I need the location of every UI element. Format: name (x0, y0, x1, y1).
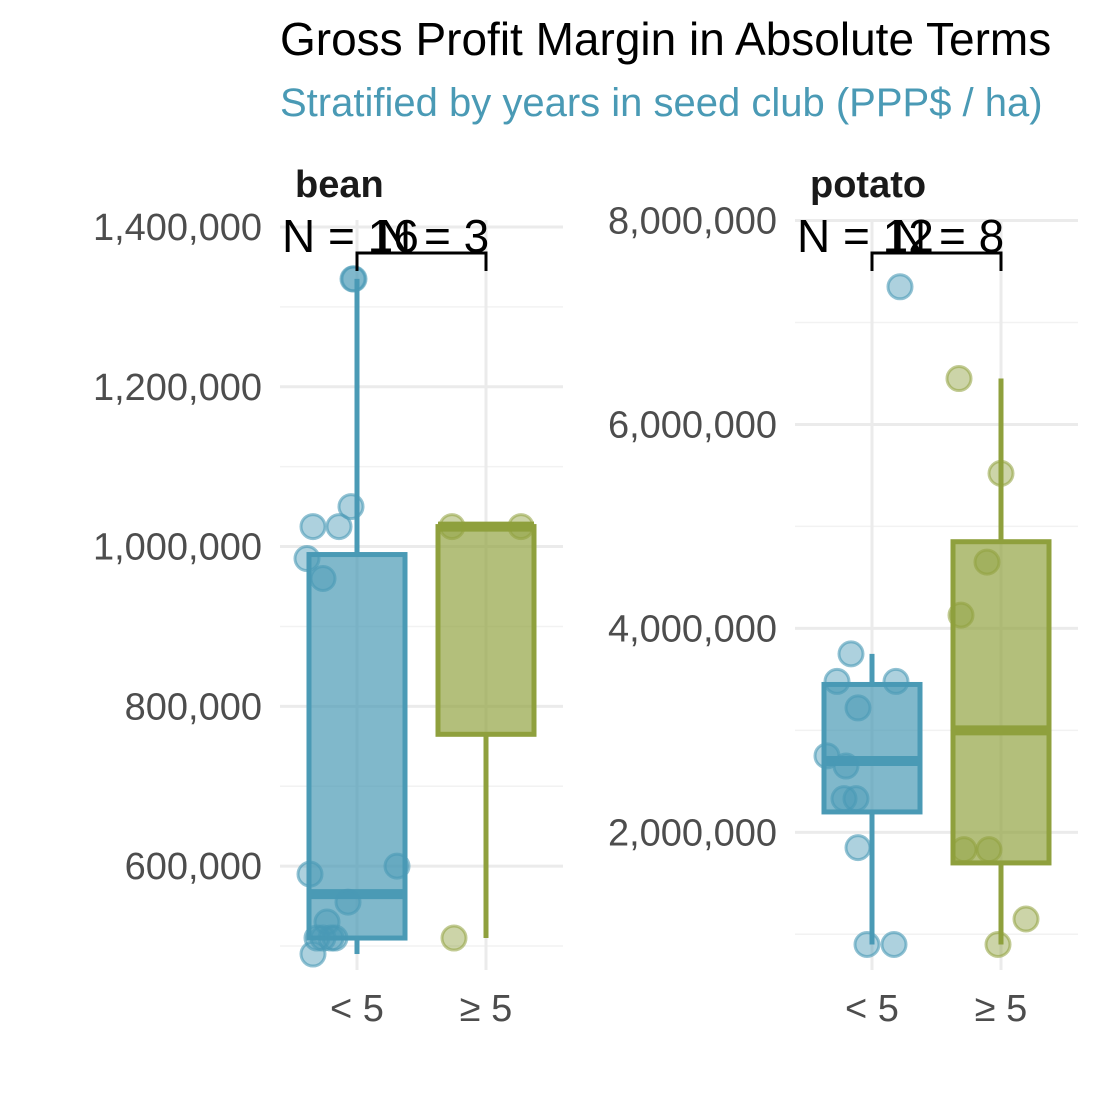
y-tick-label: 600,000 (125, 846, 262, 888)
data-point (880, 931, 908, 959)
y-tick-label: 1,200,000 (93, 367, 262, 409)
facet-label: potato (810, 164, 926, 206)
data-point (334, 888, 362, 916)
data-point (886, 273, 914, 301)
y-tick-label: 1,400,000 (93, 207, 262, 249)
x-tick-label: < 5 (330, 988, 384, 1030)
data-point (975, 836, 1003, 864)
comparison-bracket (870, 251, 1003, 271)
x-tick-label: < 5 (845, 988, 899, 1030)
y-tick-label: 4,000,000 (608, 608, 777, 650)
data-point (842, 785, 870, 813)
data-point (438, 513, 466, 541)
data-point (837, 640, 865, 668)
data-point (823, 667, 851, 695)
data-point (844, 694, 872, 722)
box-1 (950, 539, 1052, 866)
y-tick-label: 800,000 (125, 686, 262, 728)
y-tick-label: 2,000,000 (608, 812, 777, 854)
y-tick-label: 1,000,000 (93, 527, 262, 569)
data-point (340, 265, 368, 293)
panel-bean: 600,000 800,000 1,000,000 1,200,000 1,400,00… (93, 164, 563, 1030)
data-point (973, 548, 1001, 576)
x-tick-label: ≥ 5 (975, 988, 1028, 1030)
data-point (945, 365, 973, 393)
data-point (317, 924, 345, 952)
facet-label: bean (295, 164, 384, 206)
data-point (832, 752, 860, 780)
panel-potato: 2,000,000 4,000,000 6,000,000 8,000,000 pota… (608, 164, 1078, 1030)
data-point (947, 601, 975, 629)
data-point (950, 836, 978, 864)
data-point (984, 931, 1012, 959)
data-point (987, 459, 1015, 487)
facet-panels: 600,000 800,000 1,000,000 1,200,000 1,400,00… (93, 164, 1078, 1030)
data-point (337, 493, 365, 521)
comparison-bracket (355, 251, 488, 271)
data-point (507, 513, 535, 541)
data-point (383, 852, 411, 880)
data-point (853, 931, 881, 959)
data-point (440, 924, 468, 952)
y-tick-label: 8,000,000 (608, 200, 777, 242)
data-point (882, 667, 910, 695)
data-point (296, 860, 324, 888)
data-point (299, 940, 327, 968)
data-point (844, 834, 872, 862)
data-point (325, 513, 353, 541)
chart-subtitle: Stratified by years in seed club (PPP$ /… (280, 81, 1043, 125)
box-1 (435, 524, 537, 737)
n-label: N = 12 (797, 210, 934, 262)
n-label: N = 8 (893, 210, 1004, 262)
data-point (293, 545, 321, 573)
n-label: N = 3 (378, 210, 489, 262)
y-tick-label: 6,000,000 (608, 404, 777, 446)
data-point (309, 565, 337, 593)
box-0 (821, 681, 923, 815)
data-point (1012, 905, 1040, 933)
box-0 (306, 552, 408, 941)
data-point (299, 513, 327, 541)
n-label: N = 16 (282, 210, 419, 262)
x-tick-label: ≥ 5 (460, 988, 513, 1030)
chart-title: Gross Profit Margin in Absolute Terms (280, 13, 1051, 65)
